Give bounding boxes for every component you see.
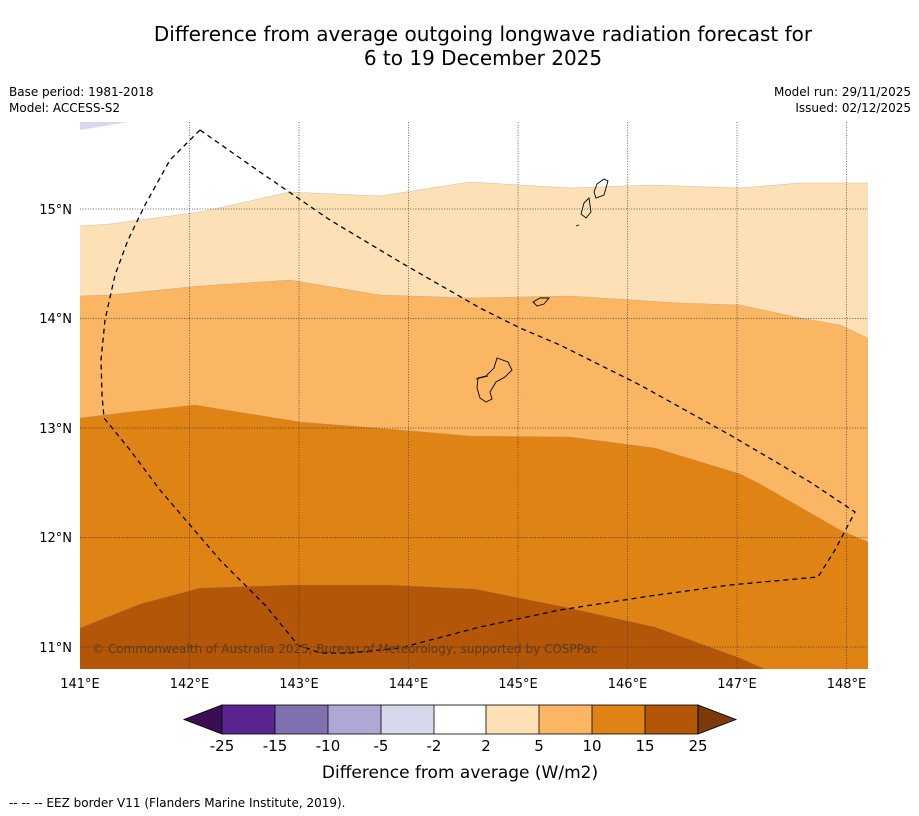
lon-label: 144°E: [389, 677, 429, 692]
meta-left: Base period: 1981-2018 Model: ACCESS-S2: [9, 84, 154, 116]
colorbar-tick: -2: [427, 737, 442, 755]
gridlines: [80, 122, 868, 669]
island-rota: [532, 297, 550, 307]
colorbar-segment: [222, 705, 275, 734]
colorbar-tick: -15: [263, 737, 288, 755]
copyright-text: © Commonwealth of Australia 2025, Bureau…: [92, 642, 597, 656]
island-aguijan: [575, 224, 580, 227]
colorbar-extend-low: [182, 704, 223, 735]
title-line-2: 6 to 19 December 2025: [363, 46, 603, 70]
model-name: Model: ACCESS-S2: [9, 101, 121, 115]
lat-label: 13°N: [39, 422, 72, 437]
band-15-to-25: [80, 585, 765, 669]
eez-footnote: -- -- -- EEZ border V11 (Flanders Marine…: [9, 796, 346, 810]
latitude-labels: 15°N 14°N 13°N 12°N 11°N: [39, 203, 72, 656]
meta-right: Model run: 29/11/2025 Issued: 02/12/2025: [774, 84, 911, 116]
colorbar-label: Difference from average (W/m2): [322, 763, 598, 783]
island-saipan: [593, 178, 609, 199]
colorbar-tick: 25: [688, 737, 707, 755]
title-line-1: Difference from average outgoing longwav…: [153, 22, 813, 46]
colorbar-tick: -5: [374, 737, 389, 755]
island-tinian: [580, 197, 592, 219]
colorbar-ticks: -25 -15 -10 -5 -2 2 5 10 15 25: [210, 737, 708, 755]
lon-label: 142°E: [170, 677, 210, 692]
colorbar-segment: [539, 705, 592, 734]
land-outline: [475, 178, 609, 403]
colorbar-tick: -10: [316, 737, 341, 755]
colorbar-tick: 15: [635, 737, 654, 755]
map-figure: © Commonwealth of Australia 2025, Bureau…: [39, 122, 868, 783]
chart-title: Difference from average outgoing longwav…: [0, 22, 919, 70]
colorbar-tick: 2: [481, 737, 491, 755]
lon-label: 141°E: [60, 677, 100, 692]
base-period: Base period: 1981-2018: [9, 85, 154, 99]
colorbar-segment: [434, 705, 486, 734]
colorbar-tick: -25: [210, 737, 235, 755]
colorbar-segment: [275, 705, 328, 734]
colorbar-extend-high: [697, 704, 738, 735]
colorbar-segment: [328, 705, 381, 734]
lon-label: 147°E: [717, 677, 757, 692]
issued-date: Issued: 02/12/2025: [795, 101, 911, 115]
lon-label: 146°E: [608, 677, 648, 692]
lat-label: 12°N: [39, 531, 72, 546]
lon-label: 148°E: [827, 677, 867, 692]
colorbar-segment: [381, 705, 434, 734]
island-guam: [476, 357, 513, 403]
colorbar-tick: 10: [582, 737, 601, 755]
colorbar-tick: 5: [534, 737, 544, 755]
colorbar-segment: [645, 705, 698, 734]
lon-label: 143°E: [279, 677, 319, 692]
lon-label: 145°E: [498, 677, 538, 692]
band-minus-2-to-minus-5: [80, 122, 128, 130]
lat-label: 11°N: [39, 641, 72, 656]
colorbar-segment: [592, 705, 645, 734]
eez-border: [100, 129, 856, 654]
colorbar: -25 -15 -10 -5 -2 2 5 10 15 25 Differenc…: [182, 704, 738, 783]
model-run: Model run: 29/11/2025: [773, 85, 911, 99]
lat-label: 15°N: [39, 203, 72, 218]
colorbar-segment: [486, 705, 539, 734]
island-guam-tip: [475, 375, 489, 380]
map-area: © Commonwealth of Australia 2025, Bureau…: [80, 122, 868, 669]
lat-label: 14°N: [39, 312, 72, 327]
longitude-labels: 141°E 142°E 143°E 144°E 145°E 146°E 147°…: [60, 677, 866, 692]
